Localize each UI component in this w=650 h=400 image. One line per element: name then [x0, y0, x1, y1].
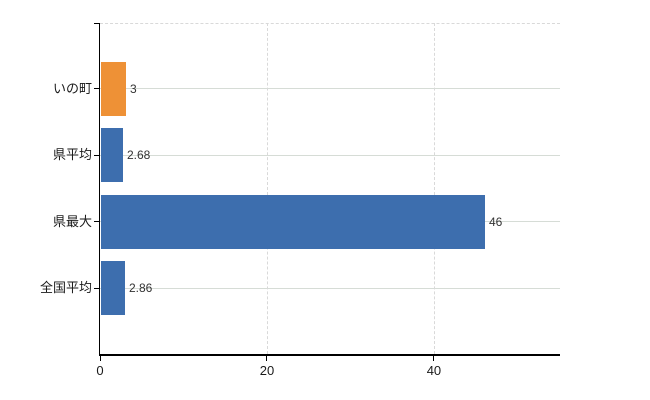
x-axis-tick [433, 355, 435, 361]
gridline-vertical [433, 23, 435, 354]
y-axis-tick [93, 22, 99, 24]
y-axis-tick [93, 287, 99, 289]
y-axis-line [98, 23, 100, 356]
bar [101, 261, 125, 316]
x-axis-line [100, 354, 560, 356]
x-tick-label: 20 [259, 363, 275, 378]
bar [101, 61, 126, 116]
bar-value-label: 3 [130, 81, 137, 96]
gridline-vertical [266, 23, 268, 354]
y-axis-tick [93, 88, 99, 90]
category-label: 県最大 [52, 213, 92, 229]
gridline-horizontal [100, 154, 560, 156]
bar-value-label: 46 [489, 214, 503, 229]
gridline-horizontal [100, 287, 560, 289]
category-label: いの町 [52, 80, 92, 96]
bar-value-label: 2.68 [127, 148, 151, 163]
category-label: 全国平均 [39, 280, 92, 296]
x-axis-tick [266, 355, 268, 361]
plot-top-border [100, 23, 560, 24]
x-tick-label: 0 [96, 363, 104, 378]
x-axis-tick [99, 355, 101, 361]
x-tick-label: 40 [426, 363, 442, 378]
y-axis-tick [93, 154, 99, 156]
bar-value-label: 2.86 [129, 281, 153, 296]
y-axis-tick [93, 221, 99, 223]
plot-area: 3 2.68 46 2.86 [100, 23, 560, 354]
category-label: 県平均 [52, 147, 92, 163]
bar [101, 128, 123, 183]
gridline-horizontal [100, 88, 560, 90]
bar [101, 194, 485, 249]
